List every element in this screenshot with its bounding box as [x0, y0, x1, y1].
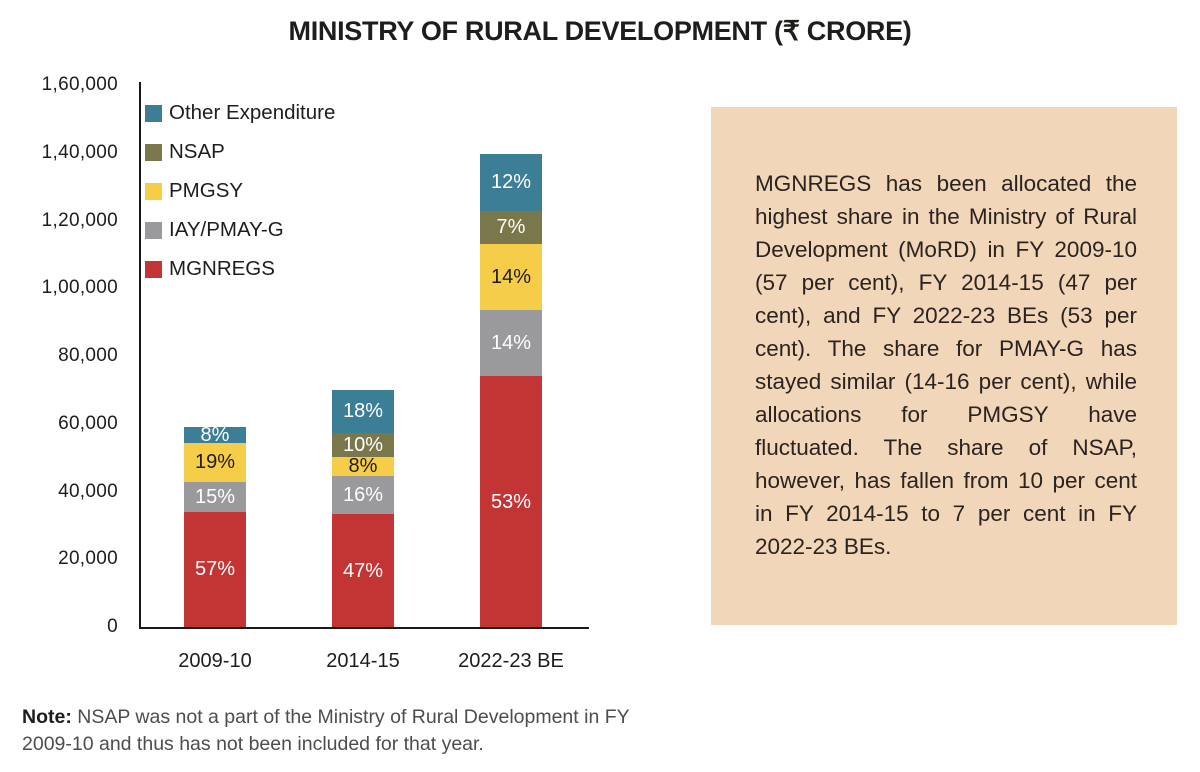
y-tick-label: 80,000: [58, 345, 118, 366]
bar-segment: 19%: [184, 443, 246, 482]
bar-segment: 47%: [332, 514, 394, 627]
bar-segment-label: 14%: [490, 332, 532, 355]
bar-segment-label: 19%: [194, 451, 236, 474]
y-axis-line: [139, 82, 141, 629]
bar-segment: 16%: [332, 475, 394, 515]
bar-segment: 53%: [480, 376, 542, 627]
y-tick-label: 0: [107, 616, 118, 637]
bar-segment: 14%: [480, 309, 542, 377]
footnote-text: NSAP was not a part of the Ministry of R…: [22, 706, 630, 755]
bar-segment-label: 12%: [490, 171, 532, 194]
x-axis-label: 2009-10: [178, 650, 252, 672]
x-axis-label: 2014-15: [326, 650, 400, 672]
bar-segment-label: 18%: [342, 400, 384, 423]
x-axis-line: [139, 627, 589, 629]
legend-label: IAY/PMAY-G: [169, 218, 284, 241]
legend-swatch: [145, 260, 162, 278]
bar-segment-label: 7%: [496, 216, 526, 239]
legend-swatch: [145, 143, 162, 161]
footnote-label: Note:: [22, 706, 72, 728]
bar-segment: 18%: [332, 389, 394, 433]
legend-item: NSAP: [145, 140, 225, 163]
bar-segment-label: 53%: [490, 490, 532, 513]
bar-segment-label: 16%: [342, 484, 384, 507]
legend-swatch: [145, 104, 162, 122]
bar-segment-label: 8%: [200, 424, 230, 447]
y-tick-label: 60,000: [58, 412, 118, 434]
chart-title: MINISTRY OF RURAL DEVELOPMENT (₹ CRORE): [288, 16, 912, 46]
bar-segment: 12%: [480, 153, 542, 211]
y-tick-label: 1,20,000: [41, 209, 118, 231]
bar-segment-label: 10%: [342, 433, 384, 456]
legend-label: Other Expenditure: [169, 101, 336, 124]
legend-label: MGNREGS: [169, 257, 275, 280]
legend-item: IAY/PMAY-G: [145, 218, 284, 241]
bar-segment-label: 57%: [194, 558, 236, 581]
annotation-box: MGNREGS has been allocated the highest s…: [711, 107, 1177, 625]
bar-segment-label: 8%: [348, 455, 378, 478]
legend-item: MGNREGS: [145, 257, 275, 280]
bar-segment: 8%: [332, 455, 394, 478]
legend-label: NSAP: [169, 140, 225, 163]
bar-segment-label: 47%: [342, 559, 384, 582]
legend-item: Other Expenditure: [145, 101, 336, 124]
y-tick-label: 40,000: [58, 480, 118, 502]
y-tick-label: 1,00,000: [41, 277, 118, 299]
legend-swatch: [145, 182, 162, 200]
bar-segment: 14%: [480, 243, 542, 310]
legend-swatch: [145, 221, 162, 239]
bar-segment: 8%: [184, 424, 246, 447]
bar-segment: 15%: [184, 481, 246, 512]
bar-segment: 10%: [332, 432, 394, 457]
footnote: Note: NSAP was not a part of the Ministr…: [22, 704, 654, 758]
bar-segment: 7%: [480, 210, 542, 244]
y-tick-label: 1,60,000: [41, 74, 118, 95]
bar-segment-label: 15%: [194, 485, 236, 508]
y-tick-label: 1,40,000: [41, 141, 118, 163]
y-tick-label: 20,000: [58, 548, 118, 570]
legend-item: PMGSY: [145, 179, 244, 202]
bar-segment: 57%: [184, 511, 246, 627]
bar-segment-label: 14%: [490, 265, 532, 288]
x-axis-label: 2022-23 BE: [458, 650, 564, 672]
annotation-text: MGNREGS has been allocated the highest s…: [755, 171, 1137, 559]
legend-label: PMGSY: [169, 179, 244, 202]
